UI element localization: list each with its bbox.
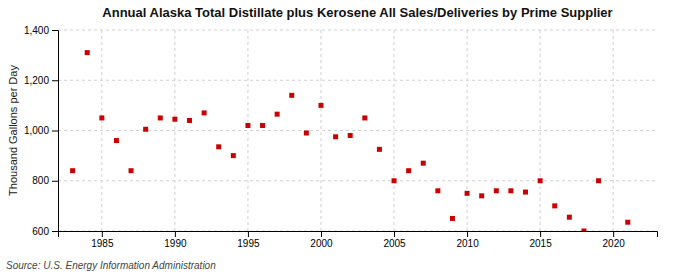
point <box>508 188 513 193</box>
tick-mark <box>175 231 176 237</box>
point <box>552 203 557 208</box>
title: Annual Alaska Total Distillate plus Kero… <box>102 5 612 20</box>
tick: 1995 <box>237 231 260 249</box>
point <box>70 168 75 173</box>
tick: 2010 <box>456 231 479 249</box>
grid-line <box>58 30 657 31</box>
tick-mark <box>394 231 395 237</box>
tick-label: 1,000 <box>24 125 49 136</box>
tick: 2020 <box>603 231 626 249</box>
tick-mark <box>540 231 541 237</box>
point <box>158 115 163 120</box>
tick: 2015 <box>529 231 552 249</box>
tick-label: 1,200 <box>24 75 49 86</box>
grid-line <box>320 30 321 231</box>
axis-line <box>52 31 59 232</box>
tick: 800 <box>32 175 58 186</box>
points <box>70 50 630 231</box>
point <box>406 168 411 173</box>
axis-line <box>59 232 658 238</box>
tick-mark <box>52 131 58 132</box>
point <box>465 191 470 196</box>
grid-line <box>101 30 102 231</box>
point <box>187 118 192 123</box>
point <box>523 190 528 195</box>
grid-line <box>247 30 248 231</box>
grid-line <box>58 180 657 181</box>
tick-mark <box>52 181 58 182</box>
x-axis: 1985 1990 1995 2000 2005 2010 2015 2020 <box>59 231 658 249</box>
tick-mark <box>248 231 249 237</box>
point <box>114 138 119 143</box>
point <box>421 161 426 166</box>
y-axis-label: Thousand Gallons per Day <box>7 65 19 196</box>
grid-line <box>467 30 468 231</box>
tick-label: 1985 <box>91 238 114 249</box>
tick-mark <box>52 231 58 232</box>
point <box>377 147 382 152</box>
point <box>129 168 134 173</box>
tick-mark <box>467 231 468 237</box>
point <box>362 115 367 120</box>
tick: 1985 <box>91 231 114 249</box>
tick: 2000 <box>310 231 333 249</box>
tick-mark <box>321 231 322 237</box>
point <box>99 115 104 120</box>
point <box>304 131 309 136</box>
tick: 1,000 <box>24 125 58 136</box>
point <box>275 112 280 117</box>
tick-label: 1,400 <box>24 25 49 36</box>
point <box>450 216 455 221</box>
tick-label: 800 <box>32 175 49 186</box>
grid-line <box>540 30 541 231</box>
point <box>581 229 586 232</box>
point <box>216 144 221 149</box>
point <box>333 134 338 139</box>
tick-label: 2010 <box>456 238 479 249</box>
tick: 2005 <box>383 231 406 249</box>
tick-label: 2015 <box>529 238 552 249</box>
point <box>260 123 265 128</box>
tick: 1,200 <box>24 75 58 86</box>
point <box>392 178 397 183</box>
y-axis: 600 800 1,000 1,200 1,400 <box>24 25 59 237</box>
tick-label: 1995 <box>237 238 260 249</box>
grid <box>58 30 657 231</box>
tick-label: 600 <box>32 226 49 237</box>
plot: 1985 1990 1995 2000 2005 2010 2015 2020 600 800 1,… <box>24 25 658 249</box>
point <box>435 188 440 193</box>
annotation: Source: U.S. Energy Information Administ… <box>6 260 216 271</box>
tick-mark <box>102 231 103 237</box>
tick-label: 2020 <box>603 238 626 249</box>
tick-label: 1990 <box>164 238 187 249</box>
point <box>289 93 294 98</box>
tick: 1990 <box>164 231 187 249</box>
point <box>85 50 90 55</box>
point <box>538 178 543 183</box>
point <box>202 110 207 115</box>
point <box>245 123 250 128</box>
tick-label: 2000 <box>310 238 333 249</box>
grid-line <box>394 30 395 231</box>
point <box>143 127 148 132</box>
point <box>596 178 601 183</box>
point <box>625 220 630 225</box>
point <box>479 193 484 198</box>
point <box>494 188 499 193</box>
tick: 1,400 <box>24 25 58 36</box>
grid-line <box>174 30 175 231</box>
point <box>567 215 572 220</box>
grid-line <box>58 80 657 81</box>
tick: 600 <box>32 226 58 237</box>
tick-label: 2005 <box>383 238 406 249</box>
point <box>348 133 353 138</box>
tick-mark <box>52 30 58 31</box>
point <box>231 153 236 158</box>
point <box>318 103 323 108</box>
grid-line <box>613 30 614 231</box>
tick-mark <box>613 231 614 237</box>
chart: 1985 1990 1995 2000 2005 2010 2015 2020 600 800 1,… <box>0 0 675 275</box>
tick-mark <box>52 80 58 81</box>
point <box>172 117 177 122</box>
